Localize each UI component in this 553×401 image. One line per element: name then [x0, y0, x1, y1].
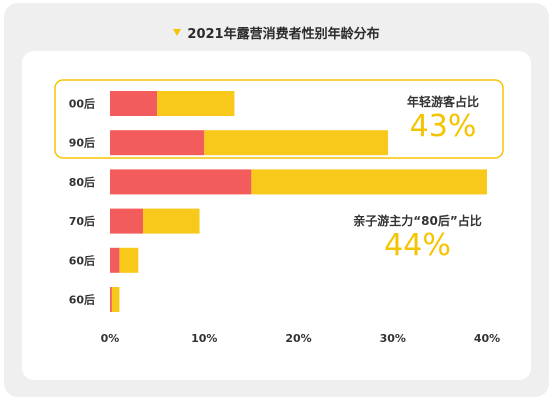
young-tourists-value: 43% — [409, 109, 477, 144]
bar-male-3 — [142, 208, 200, 234]
bar-female-3 — [110, 208, 143, 234]
x-tick-label-0: 0% — [101, 332, 120, 345]
bar-male-1 — [204, 130, 389, 156]
category-label-5: 60后 — [69, 293, 95, 307]
x-tick-label-3: 30% — [380, 332, 406, 345]
chart-header: 2021年露营消费者性别年龄分布 — [4, 23, 549, 42]
bar-female-2 — [110, 169, 252, 195]
young-tourists-highlight-box — [54, 79, 504, 159]
bar-female-0 — [110, 91, 158, 116]
x-tick-label-4: 40% — [474, 332, 500, 345]
category-label-4: 60后 — [69, 253, 95, 267]
triangle-marker-icon — [173, 29, 182, 36]
bar-male-2 — [251, 169, 487, 195]
bar-female-1 — [110, 130, 205, 156]
family-tourists-annotation: 亲子游主力“80后”占比 44% — [330, 212, 505, 262]
category-label-1: 90后 — [69, 136, 95, 150]
x-tick-label-1: 10% — [191, 332, 217, 345]
bar-female-5 — [110, 287, 112, 312]
bar-male-5 — [111, 287, 120, 312]
category-label-3: 70后 — [69, 214, 95, 228]
family-tourists-value: 44% — [384, 228, 451, 263]
young-tourists-annotation: 年轻游客占比 43% — [378, 93, 508, 143]
x-tick-label-2: 20% — [285, 332, 311, 345]
family-tourists-label: 亲子游主力“80后”占比 — [353, 214, 482, 228]
bar-male-0 — [157, 91, 235, 116]
bar-female-4 — [110, 247, 120, 273]
category-label-2: 80后 — [69, 175, 95, 189]
chart-title: 2021年露营消费者性别年龄分布 — [187, 27, 380, 42]
bar-male-4 — [119, 247, 139, 273]
young-tourists-label: 年轻游客占比 — [406, 95, 479, 109]
category-label-0: 00后 — [69, 97, 95, 111]
